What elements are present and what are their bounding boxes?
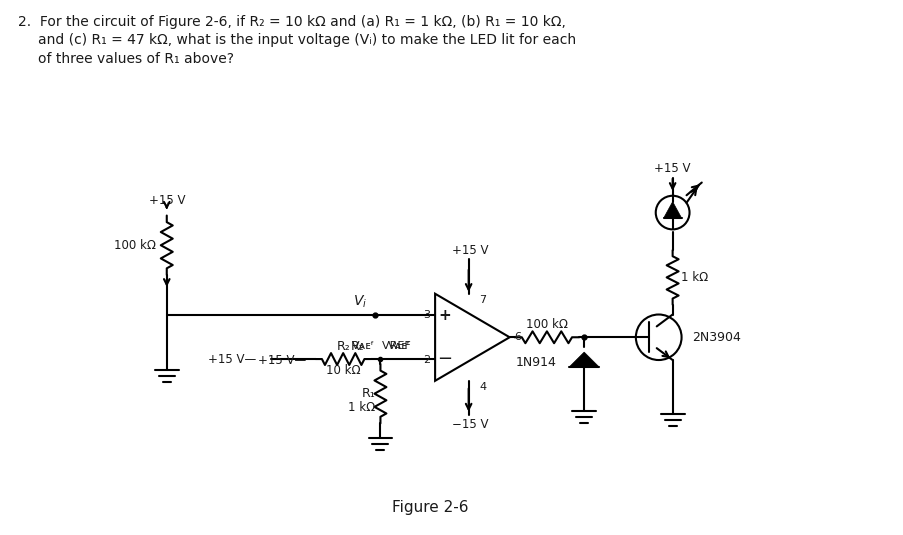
- Text: of three values of R₁ above?: of three values of R₁ above?: [38, 52, 233, 66]
- Text: −15 V: −15 V: [452, 418, 489, 431]
- Text: 2N3904: 2N3904: [691, 331, 740, 344]
- Text: R₂: R₂: [351, 340, 365, 353]
- Text: 1 kΩ: 1 kΩ: [348, 401, 375, 414]
- Text: 2.  For the circuit of Figure 2-6, if R₂ = 10 kΩ and (a) R₁ = 1 kΩ, (b) R₁ = 10 : 2. For the circuit of Figure 2-6, if R₂ …: [18, 14, 565, 29]
- Text: −: −: [437, 350, 452, 368]
- Text: +15 V: +15 V: [148, 194, 185, 207]
- Text: Vᴀᴇᶠ: Vᴀᴇᶠ: [388, 341, 411, 351]
- Text: 1 kΩ: 1 kΩ: [680, 271, 707, 284]
- Text: 4: 4: [479, 382, 486, 392]
- Text: 1N914: 1N914: [515, 356, 555, 369]
- Text: Vᴀᴇᶠ: Vᴀᴇᶠ: [352, 341, 375, 351]
- Text: 2: 2: [424, 355, 430, 365]
- Text: +15 V: +15 V: [452, 243, 489, 257]
- Text: +15 V—: +15 V—: [257, 354, 305, 366]
- Text: 3: 3: [424, 310, 430, 319]
- Text: and (c) R₁ = 47 kΩ, what is the input voltage (Vᵢ) to make the LED lit for each: and (c) R₁ = 47 kΩ, what is the input vo…: [38, 34, 575, 48]
- Text: 7: 7: [479, 295, 486, 304]
- Polygon shape: [569, 352, 599, 367]
- Text: 10 kΩ: 10 kΩ: [325, 364, 360, 377]
- Text: $V_i$: $V_i$: [353, 293, 368, 310]
- Text: +15 V—: +15 V—: [208, 353, 256, 365]
- Text: R₂: R₂: [336, 340, 349, 353]
- Text: 100 kΩ: 100 kΩ: [526, 318, 567, 331]
- Text: +15 V: +15 V: [654, 162, 690, 174]
- Text: 100 kΩ: 100 kΩ: [114, 239, 156, 252]
- Text: R₁: R₁: [361, 387, 375, 400]
- Text: Figure 2-6: Figure 2-6: [392, 500, 468, 515]
- Text: +: +: [438, 308, 451, 323]
- Text: VREF: VREF: [375, 341, 411, 351]
- Text: 6: 6: [514, 332, 520, 342]
- Polygon shape: [663, 202, 681, 218]
